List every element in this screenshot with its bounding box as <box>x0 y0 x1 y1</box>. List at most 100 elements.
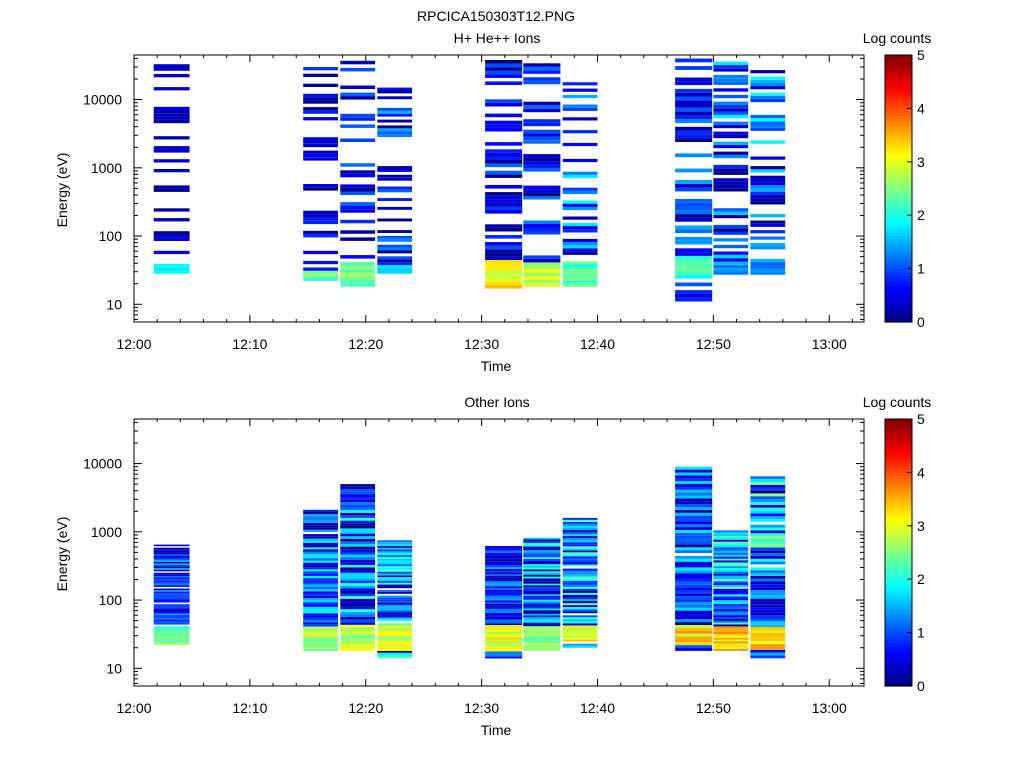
energy-bin <box>675 498 713 502</box>
colorbar-tick-label: 2 <box>917 207 925 223</box>
time-bin-2 <box>340 60 376 287</box>
colorbar-segment <box>885 665 912 670</box>
energy-bin <box>750 484 786 488</box>
energy-bin <box>675 92 713 97</box>
energy-bin <box>713 600 749 602</box>
energy-bin <box>303 642 338 645</box>
energy-bin <box>377 643 413 646</box>
energy-bin <box>153 613 190 616</box>
energy-bin <box>523 555 561 558</box>
energy-bin <box>675 530 713 533</box>
energy-bin <box>153 237 190 241</box>
energy-bin <box>340 219 376 224</box>
energy-bin <box>750 541 786 545</box>
energy-bin <box>562 542 598 545</box>
energy-bin <box>562 580 598 583</box>
energy-bin <box>340 564 376 568</box>
energy-bin <box>153 555 190 558</box>
energy-bin <box>523 66 561 71</box>
energy-bin <box>750 166 786 170</box>
colorbar-segment <box>885 525 912 530</box>
energy-bin <box>750 513 786 517</box>
energy-bin <box>713 144 749 149</box>
energy-bin <box>153 557 190 559</box>
x-tick-label: 13:00 <box>812 336 847 352</box>
energy-bin <box>562 158 598 163</box>
energy-bin <box>303 97 338 101</box>
energy-bin <box>562 595 598 597</box>
energy-bin <box>303 609 338 612</box>
energy-bin <box>303 534 338 537</box>
energy-bin <box>523 594 561 597</box>
energy-bin <box>713 532 749 535</box>
energy-bin <box>153 599 190 602</box>
energy-bin <box>485 210 523 214</box>
energy-bin <box>750 268 786 272</box>
energy-bin <box>303 600 338 603</box>
colorbar-segment <box>885 509 912 514</box>
colorbar-tick-label: 5 <box>917 411 925 427</box>
energy-bin <box>750 632 786 636</box>
energy-bin <box>485 563 523 566</box>
energy-bin <box>303 580 338 583</box>
x-tick-label: 12:00 <box>116 700 151 716</box>
energy-bin <box>485 195 523 200</box>
energy-bin <box>675 622 713 625</box>
energy-bin <box>340 494 376 498</box>
energy-bin <box>713 224 749 229</box>
colorbar-segment <box>885 111 912 116</box>
energy-bin <box>562 88 598 92</box>
energy-bin <box>340 230 376 234</box>
energy-bin <box>750 504 786 508</box>
axes: 12:00 12:10 12:20 12:30 12:40 12:50 13:00 10 100… <box>83 419 864 716</box>
colorbar-segment <box>885 539 912 544</box>
energy-bin <box>340 510 376 513</box>
energy-bin <box>377 198 413 201</box>
colorbar-segment <box>885 435 912 440</box>
colorbar-segment <box>885 251 912 256</box>
colorbar-segment <box>885 682 912 687</box>
energy-bin <box>523 649 561 651</box>
energy-bin <box>303 589 338 592</box>
energy-bin <box>340 279 376 284</box>
energy-bin <box>377 656 413 659</box>
energy-bin <box>562 532 598 535</box>
energy-bin <box>675 236 713 241</box>
x-tick-label: 12:10 <box>232 336 267 352</box>
energy-bin <box>675 558 713 562</box>
colorbar-segment <box>885 545 912 550</box>
energy-bin <box>750 649 786 653</box>
energy-bin <box>485 170 523 175</box>
energy-bin <box>485 561 523 564</box>
colorbar-segment <box>885 502 912 507</box>
energy-bin <box>377 558 413 561</box>
colorbar-segment <box>885 569 912 574</box>
energy-bin <box>340 262 376 266</box>
colorbar-segment <box>885 291 912 296</box>
energy-bin <box>523 224 561 228</box>
energy-bin <box>303 595 338 598</box>
energy-bin <box>750 595 786 599</box>
energy-bin <box>340 489 376 492</box>
energy-bin <box>485 160 523 164</box>
colorbar-segment <box>885 475 912 480</box>
energy-bin <box>485 99 523 103</box>
energy-bin <box>750 638 786 642</box>
energy-bin <box>377 262 413 265</box>
energy-bin <box>713 141 749 145</box>
energy-bin <box>340 645 376 649</box>
y-tick-label: 10 <box>106 660 122 676</box>
colorbar-segment <box>885 88 912 93</box>
energy-bin <box>523 581 561 584</box>
time-bin-4 <box>485 60 523 289</box>
energy-bin <box>485 619 523 622</box>
energy-bin <box>340 606 376 610</box>
y-tick-label: 10000 <box>83 456 122 472</box>
colorbar-segment <box>885 579 912 584</box>
energy-bin <box>153 619 190 622</box>
colorbar-segment <box>885 585 912 590</box>
colorbar-tick-label: 0 <box>917 314 925 330</box>
energy-bin <box>340 533 376 537</box>
colorbar-segment <box>885 178 912 183</box>
energy-bin <box>153 67 190 71</box>
